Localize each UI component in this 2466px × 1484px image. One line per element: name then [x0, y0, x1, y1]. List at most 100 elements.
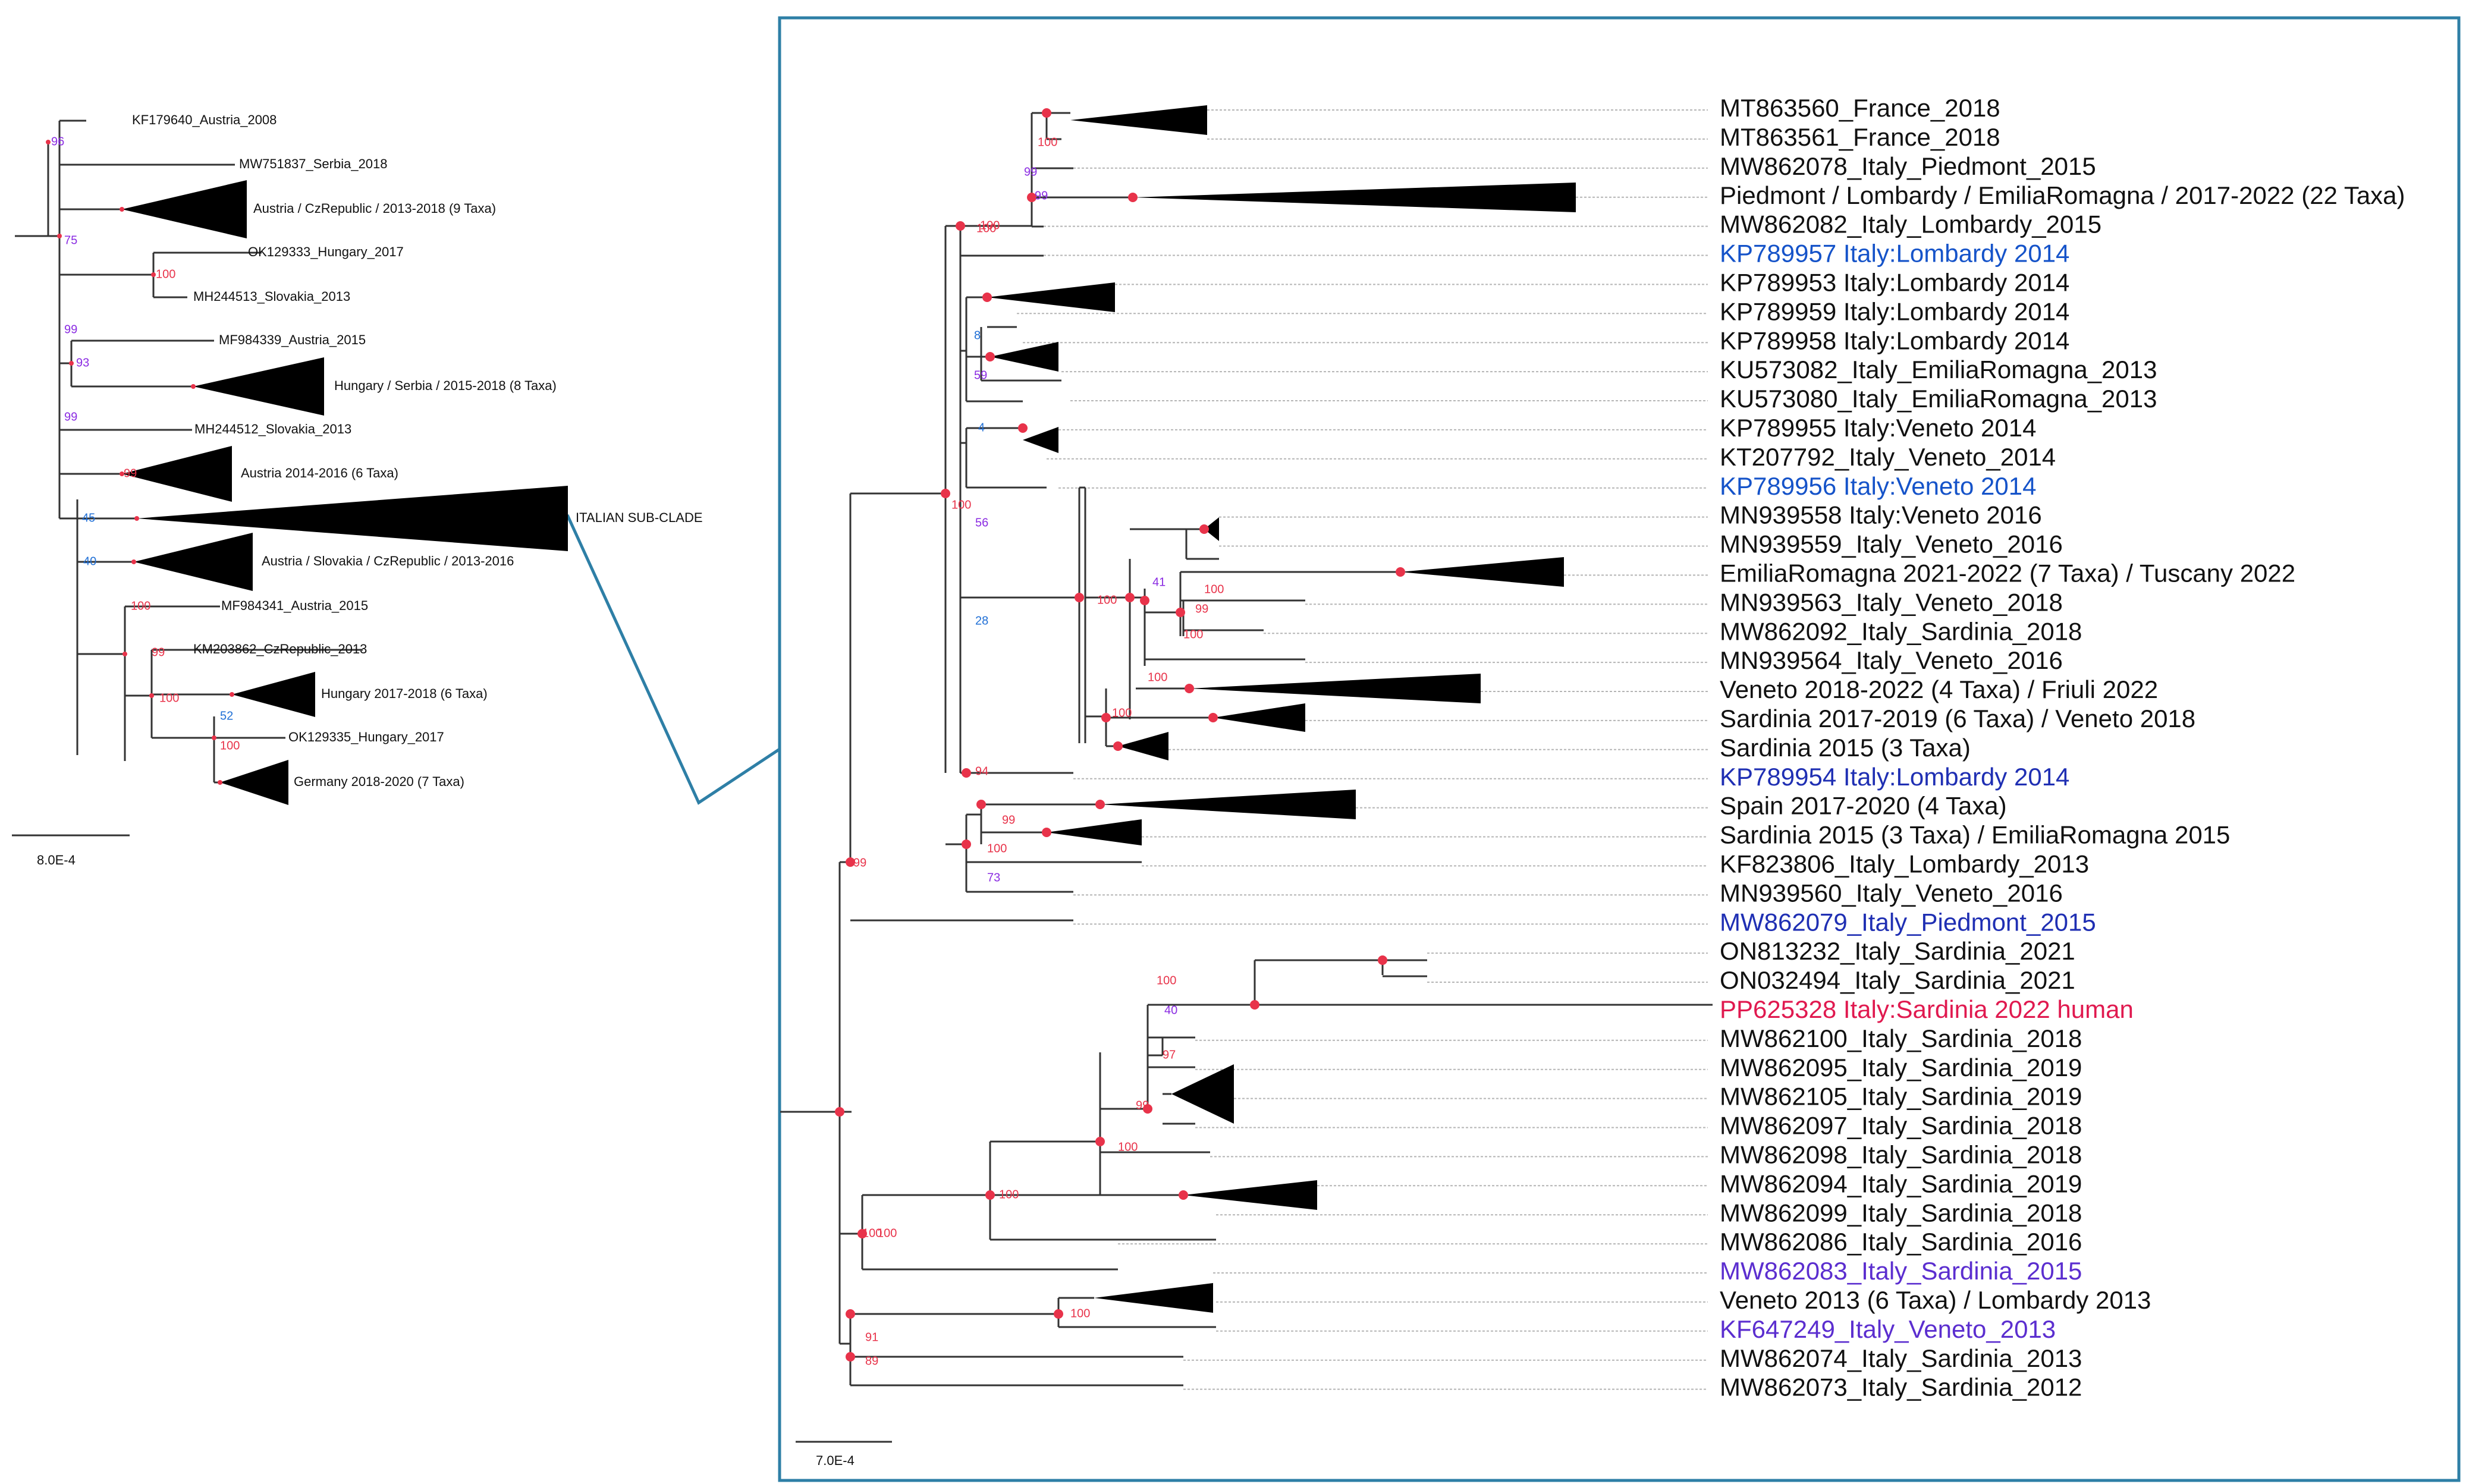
collapsed-clade-triangle: [990, 342, 1058, 372]
taxon-label: MN939560_Italy_Veneto_2016: [1720, 879, 2063, 907]
node-dot: [230, 692, 234, 697]
node-dot: [191, 384, 196, 389]
taxon-label: MW862073_Italy_Sardinia_2012: [1720, 1373, 2082, 1401]
taxon-label: PP625328 Italy:Sardinia 2022 human: [1720, 995, 2134, 1023]
collapsed-clade-triangle: [1183, 1180, 1317, 1210]
bootstrap-value: 100: [877, 1227, 897, 1240]
collapsed-clade-triangle: [1023, 427, 1058, 453]
bootstrap-value: 91: [865, 1331, 878, 1344]
node-dot: [985, 352, 995, 361]
bootstrap-value: 99: [853, 856, 866, 869]
node-dot: [835, 1107, 844, 1117]
bootstrap-value: 100: [1097, 593, 1117, 606]
taxon-label: MW862094_Italy_Sardinia_2019: [1720, 1169, 2082, 1197]
collapsed-clade-triangle: [1400, 557, 1564, 587]
node-dot: [976, 800, 986, 809]
tree-branches: [12, 16, 2461, 1482]
collapsed-clade-triangle: [1100, 790, 1356, 819]
node-dot: [120, 471, 124, 476]
scale-bar-label: 7.0E-4: [816, 1453, 855, 1468]
left-tree-label: MF984339_Austria_2015: [219, 332, 366, 347]
bootstrap-value: 99: [1002, 813, 1015, 826]
node-dot: [1042, 108, 1051, 118]
collapsed-clade-triangle: [987, 282, 1115, 312]
taxon-label: KP789958 Italy:Lombardy 2014: [1720, 326, 2069, 354]
node-dot: [46, 140, 51, 144]
left-tree-label: MH244513_Slovakia_2013: [193, 289, 350, 304]
bootstrap-value: 100: [1148, 671, 1167, 684]
bootstrap-value: 100: [1204, 583, 1224, 596]
taxon-label: MT863560_France_2018: [1720, 94, 2000, 122]
collapsed-clade-triangle: [122, 446, 232, 502]
taxon-label: MN939563_Italy_Veneto_2018: [1720, 588, 2063, 616]
bootstrap-value: 100: [1070, 1307, 1090, 1320]
node-dot: [1199, 524, 1209, 534]
bootstrap-value: 8: [974, 329, 981, 342]
left-tree-label: MF984341_Austria_2015: [221, 598, 368, 613]
left-tree-label: Austria / CzRepublic / 2013-2018 (9 Taxa…: [253, 201, 496, 216]
left-tree-label: Germany 2018-2020 (7 Taxa): [294, 774, 464, 789]
collapsed-clade-triangle: [134, 533, 253, 591]
taxon-label: KF823806_Italy_Lombardy_2013: [1720, 850, 2089, 878]
taxon-label: EmiliaRomagna 2021-2022 (7 Taxa) / Tusca…: [1720, 559, 2295, 587]
collapsed-clade-triangle: [1204, 517, 1219, 541]
bootstrap-value: 100: [1038, 136, 1057, 149]
taxon-label: MW862105_Italy_Sardinia_2019: [1720, 1083, 2082, 1111]
taxon-label: Piedmont / Lombardy / EmiliaRomagna / 20…: [1720, 181, 2405, 209]
taxon-label: MW862079_Italy_Piedmont_2015: [1720, 908, 2096, 936]
node-dot: [122, 652, 127, 656]
taxon-label: KF647249_Italy_Veneto_2013: [1720, 1315, 2056, 1343]
taxon-label: MN939558 Italy:Veneto 2016: [1720, 501, 2042, 529]
taxon-label: KU573082_Italy_EmiliaRomagna_2013: [1720, 356, 2157, 383]
bootstrap-value: 100: [980, 219, 1000, 232]
collapsed-clade-triangle: [1189, 674, 1481, 703]
taxon-label: Spain 2017-2020 (4 Taxa): [1720, 792, 2007, 820]
taxon-label: MW862074_Italy_Sardinia_2013: [1720, 1344, 2082, 1372]
taxon-label: Veneto 2013 (6 Taxa) / Lombardy 2013: [1720, 1286, 2151, 1314]
tree-nodes: [46, 108, 1405, 1362]
bootstrap-value: 40: [83, 555, 96, 568]
node-dot: [1113, 741, 1123, 751]
node-dot: [1396, 567, 1405, 577]
node-dot: [131, 559, 136, 564]
bootstrap-value: 99: [64, 323, 77, 336]
left-tree-label: MW751837_Serbia_2018: [239, 156, 388, 171]
bootstrap-value: 93: [76, 356, 89, 369]
taxon-label: MN939564_Italy_Veneto_2016: [1720, 646, 2063, 674]
taxon-label: KU573080_Italy_EmiliaRomagna_2013: [1720, 385, 2157, 413]
bootstrap-value: 100: [976, 222, 996, 235]
collapsed-clade-triangle: [1047, 819, 1142, 845]
scale-bar-label: 8.0E-4: [37, 853, 76, 867]
node-dot: [962, 768, 971, 778]
bootstrap-value: 100: [1118, 1140, 1138, 1153]
node-dot: [1075, 593, 1084, 602]
node-dot: [1176, 608, 1185, 617]
taxon-label: MW862098_Italy_Sardinia_2018: [1720, 1140, 2082, 1168]
bootstrap-value: 97: [1163, 1048, 1176, 1061]
node-dot: [1054, 1309, 1063, 1319]
bootstrap-value: 41: [1152, 576, 1166, 589]
node-dot: [962, 840, 971, 849]
node-dot: [1095, 800, 1105, 809]
taxon-label: MW862092_Italy_Sardinia_2018: [1720, 617, 2082, 645]
taxon-label: MT863561_France_2018: [1720, 123, 2000, 151]
node-dot: [941, 489, 950, 498]
bootstrap-value: 100: [156, 268, 175, 281]
bootstrap-value: 73: [987, 871, 1000, 884]
bootstrap-value: 100: [987, 842, 1007, 855]
bootstrap-value: 99: [124, 467, 137, 480]
collapsed-clade-triangle: [1213, 703, 1305, 732]
taxon-label: KP789954 Italy:Lombardy 2014: [1720, 763, 2069, 791]
bootstrap-value: 99: [152, 646, 165, 659]
node-dot: [846, 1352, 855, 1362]
collapsed-clade-triangle: [193, 357, 324, 416]
bootstrap-value: 75: [64, 234, 77, 247]
bootstrap-value: 4: [978, 421, 985, 434]
node-dot: [982, 293, 992, 302]
node-dot: [1018, 423, 1028, 433]
left-tree-label: Hungary / Serbia / 2015-2018 (8 Taxa): [334, 378, 557, 393]
bootstrap-value: 100: [951, 498, 971, 511]
bootstrap-value: 99: [1024, 165, 1037, 178]
node-dot: [1095, 1137, 1105, 1146]
